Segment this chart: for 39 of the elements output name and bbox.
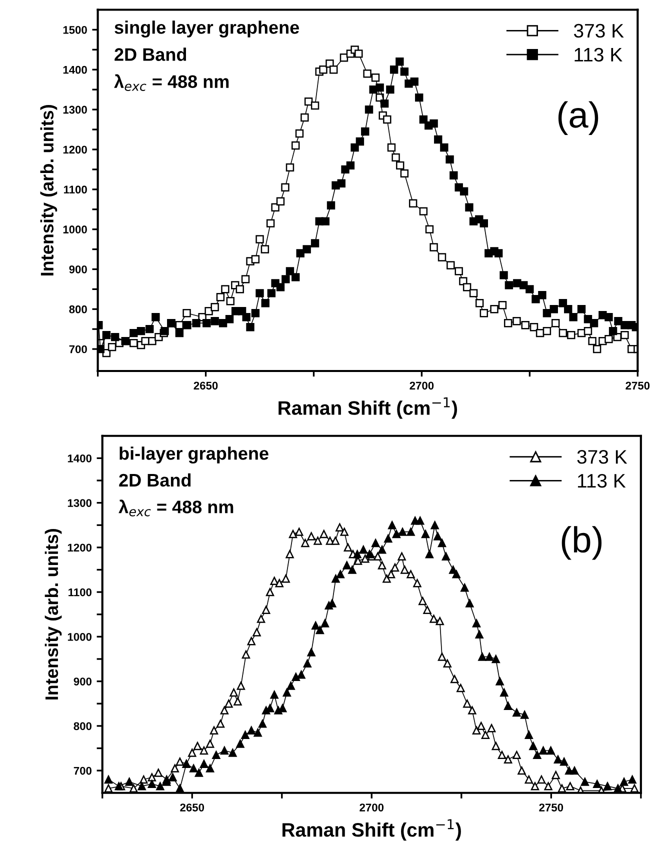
x-axis-title: Raman Shift (cm$^{−1}$)	[278, 397, 458, 419]
y-tick-label: 1100	[68, 588, 92, 596]
y-tick-label: 1000	[63, 226, 87, 234]
y-tick-label: 800	[74, 722, 92, 730]
y-tick-label: 1000	[68, 632, 92, 641]
annotation: single layer graphene	[114, 20, 300, 38]
y-tick-label: 1400	[68, 454, 92, 462]
y-tick-label: 1100	[64, 186, 87, 194]
x-tick-label: 2750	[539, 804, 564, 812]
x-axis-title: Raman Shift (cm$^{−1}$)	[282, 819, 461, 841]
annotation: 2D Band	[119, 473, 191, 487]
y-axis-title: Intensity (arb. units)	[40, 104, 58, 276]
annotation: 2D Band	[114, 48, 186, 61]
annotation: λ$_{exc}$ = 488 nm	[118, 500, 234, 516]
annotation: (a)	[558, 101, 598, 135]
y-axis-title: Intensity (arb. units)	[44, 528, 62, 700]
y-tick-label: 700	[74, 766, 92, 775]
annotation: λ$_{exc}$ = 488 nm	[114, 74, 229, 91]
y-tick-label: 800	[69, 305, 87, 314]
y-tick-label: 700	[69, 345, 87, 354]
y-tick-label: 1200	[68, 544, 92, 552]
x-tick-label: 2700	[410, 382, 434, 390]
x-tick-label: 2700	[360, 804, 384, 812]
y-tick-label: 1500	[63, 26, 87, 34]
x-tick-label: 2650	[180, 804, 204, 812]
y-tick-label: 900	[69, 265, 87, 274]
y-tick-label: 1300	[68, 499, 92, 507]
legend-label: 113 K	[578, 474, 626, 488]
y-tick-label: 1300	[63, 106, 87, 114]
annotation: (b)	[562, 526, 602, 560]
legend-label: 113 K	[574, 48, 622, 62]
x-tick-label: 2650	[194, 382, 218, 390]
legend-label: 373 K	[577, 450, 628, 464]
annotation: bi-layer graphene	[120, 446, 268, 464]
legend-label: 373 K	[574, 24, 624, 38]
y-tick-label: 900	[74, 678, 92, 686]
y-tick-label: 1200	[63, 146, 87, 154]
y-tick-label: 1400	[63, 66, 87, 74]
x-tick-label: 2750	[626, 382, 650, 390]
